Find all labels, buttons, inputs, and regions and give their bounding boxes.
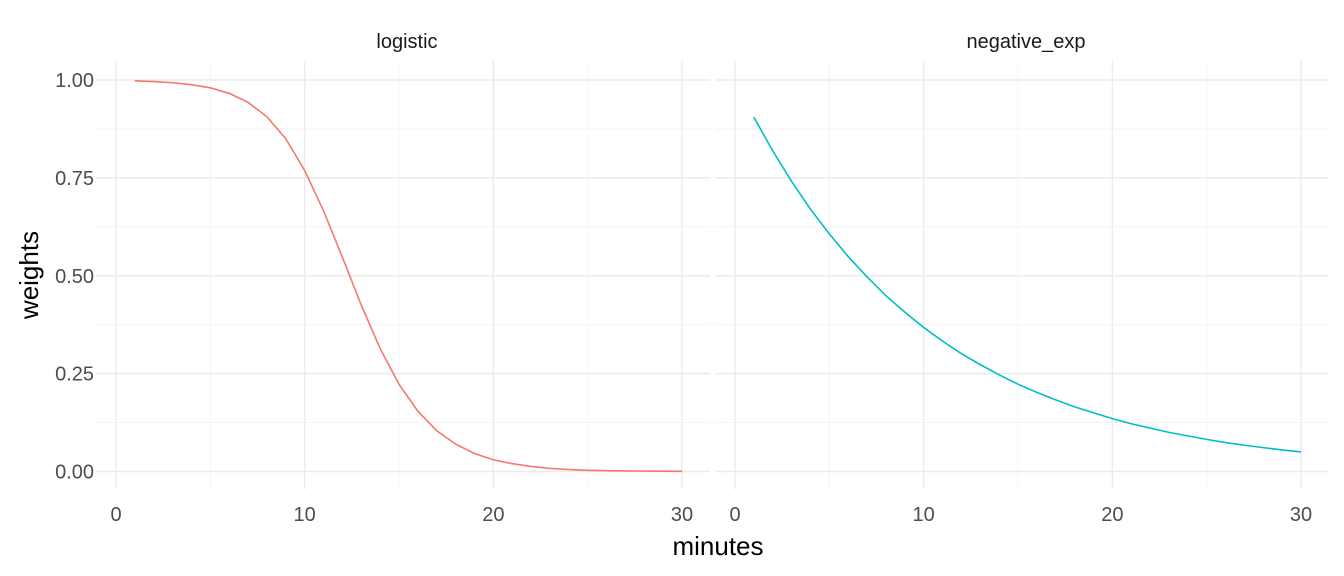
panel-negative-exp: negative_exp 0 10 20 30 — [715, 31, 1329, 526]
x-tick-label: 20 — [482, 504, 504, 526]
y-tick-label: 0.50 — [55, 266, 94, 288]
x-tick-label: 0 — [729, 504, 740, 526]
panel-strip-label-negative-exp: negative_exp — [967, 31, 1086, 53]
y-axis-title: weights — [14, 231, 44, 320]
x-tick-label: 10 — [913, 504, 935, 526]
panel-logistic: logistic 0 10 20 30 — [96, 31, 710, 526]
y-tick-label: 0.25 — [55, 364, 94, 386]
x-tick-label: 30 — [671, 504, 693, 526]
logistic-series-line — [134, 79, 683, 473]
x-tick-label: 0 — [110, 504, 121, 526]
x-axis-title: minutes — [672, 531, 763, 561]
y-tick-label: 0.00 — [55, 462, 94, 484]
negative-exp-series-line — [753, 116, 1302, 453]
x-tick-label: 10 — [294, 504, 316, 526]
x-tick-label: 30 — [1290, 504, 1312, 526]
y-axis-ticks: 0.00 0.25 0.50 0.75 1.00 — [55, 70, 94, 484]
y-tick-label: 0.75 — [55, 168, 94, 190]
x-tick-label: 20 — [1101, 504, 1123, 526]
y-tick-label: 1.00 — [55, 70, 94, 92]
panel-strip-label-logistic: logistic — [376, 31, 437, 53]
